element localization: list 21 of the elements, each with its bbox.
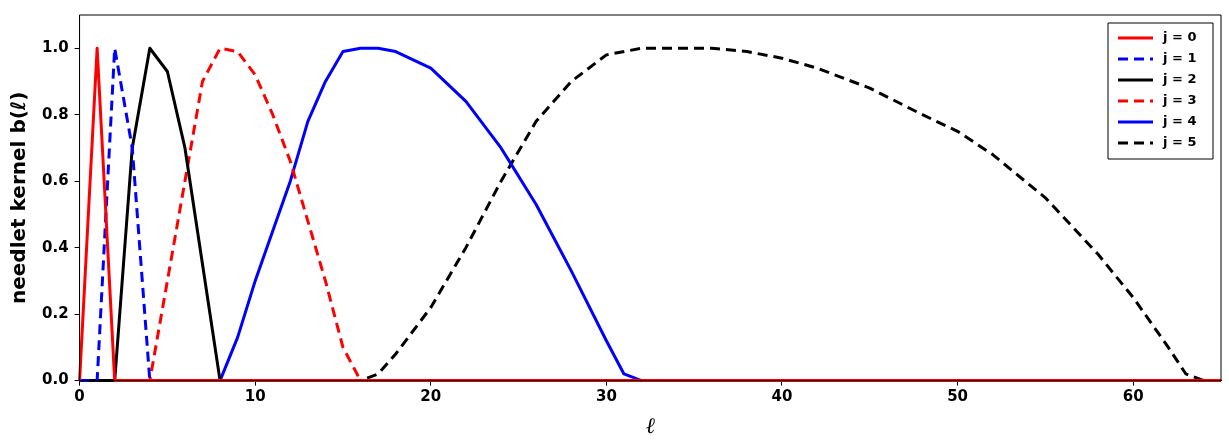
y-tick-label: 0.6 (41, 171, 69, 190)
x-tick-label: 60 (1122, 386, 1144, 405)
x-tick-label: 0 (74, 386, 85, 405)
x-tick-label: 30 (595, 386, 617, 405)
y-tick-label: 0.2 (41, 304, 69, 323)
y-tick-label: 0.0 (41, 370, 69, 389)
y-tick-label: 1.0 (41, 38, 69, 57)
x-tick-label: 40 (771, 386, 793, 405)
legend-label: j = 4 (1162, 113, 1197, 129)
legend-label: j = 2 (1162, 71, 1197, 87)
legend-label: j = 3 (1162, 92, 1197, 108)
x-tick-label: 20 (420, 386, 442, 405)
y-tick-label: 0.4 (41, 237, 69, 256)
legend-label: j = 1 (1162, 50, 1197, 66)
x-tick-label: 10 (244, 386, 266, 405)
x-axis-title: ℓ (645, 412, 656, 438)
y-axis-title: needlet kernel b(ℓ) (6, 91, 31, 305)
y-tick-label: 0.8 (41, 104, 69, 123)
legend-label: j = 0 (1162, 29, 1197, 45)
x-tick-label: 50 (947, 386, 969, 405)
legend-label: j = 5 (1162, 134, 1197, 150)
